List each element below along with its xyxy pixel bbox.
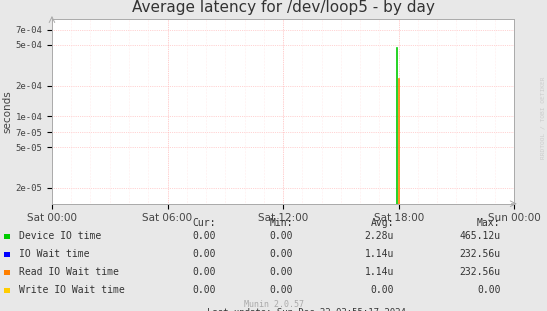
Text: 0.00: 0.00 — [193, 249, 216, 259]
Text: 232.56u: 232.56u — [459, 249, 501, 259]
Text: 0.00: 0.00 — [193, 267, 216, 277]
Text: Cur:: Cur: — [193, 218, 216, 228]
Text: 1.14u: 1.14u — [364, 249, 394, 259]
Text: 0.00: 0.00 — [269, 267, 293, 277]
Text: 0.00: 0.00 — [477, 285, 501, 295]
Title: Average latency for /dev/loop5 - by day: Average latency for /dev/loop5 - by day — [132, 0, 434, 15]
Text: 0.00: 0.00 — [193, 285, 216, 295]
Text: 0.00: 0.00 — [269, 249, 293, 259]
Text: 0.00: 0.00 — [193, 231, 216, 241]
Text: Write IO Wait time: Write IO Wait time — [19, 285, 124, 295]
Text: Device IO time: Device IO time — [19, 231, 101, 241]
Text: Max:: Max: — [477, 218, 501, 228]
Text: 1.14u: 1.14u — [364, 267, 394, 277]
Text: 0.00: 0.00 — [269, 231, 293, 241]
Text: Min:: Min: — [269, 218, 293, 228]
Text: 0.00: 0.00 — [370, 285, 394, 295]
Text: Munin 2.0.57: Munin 2.0.57 — [243, 299, 304, 309]
Text: RRDTOOL / TOBI OETIKER: RRDTOOL / TOBI OETIKER — [541, 77, 546, 160]
Text: 465.12u: 465.12u — [459, 231, 501, 241]
Text: IO Wait time: IO Wait time — [19, 249, 89, 259]
Text: 2.28u: 2.28u — [364, 231, 394, 241]
Text: Read IO Wait time: Read IO Wait time — [19, 267, 119, 277]
Text: 0.00: 0.00 — [269, 285, 293, 295]
Text: Last update: Sun Dec 22 03:55:17 2024: Last update: Sun Dec 22 03:55:17 2024 — [207, 308, 406, 311]
Y-axis label: seconds: seconds — [3, 90, 13, 132]
Text: 232.56u: 232.56u — [459, 267, 501, 277]
Text: Avg:: Avg: — [370, 218, 394, 228]
